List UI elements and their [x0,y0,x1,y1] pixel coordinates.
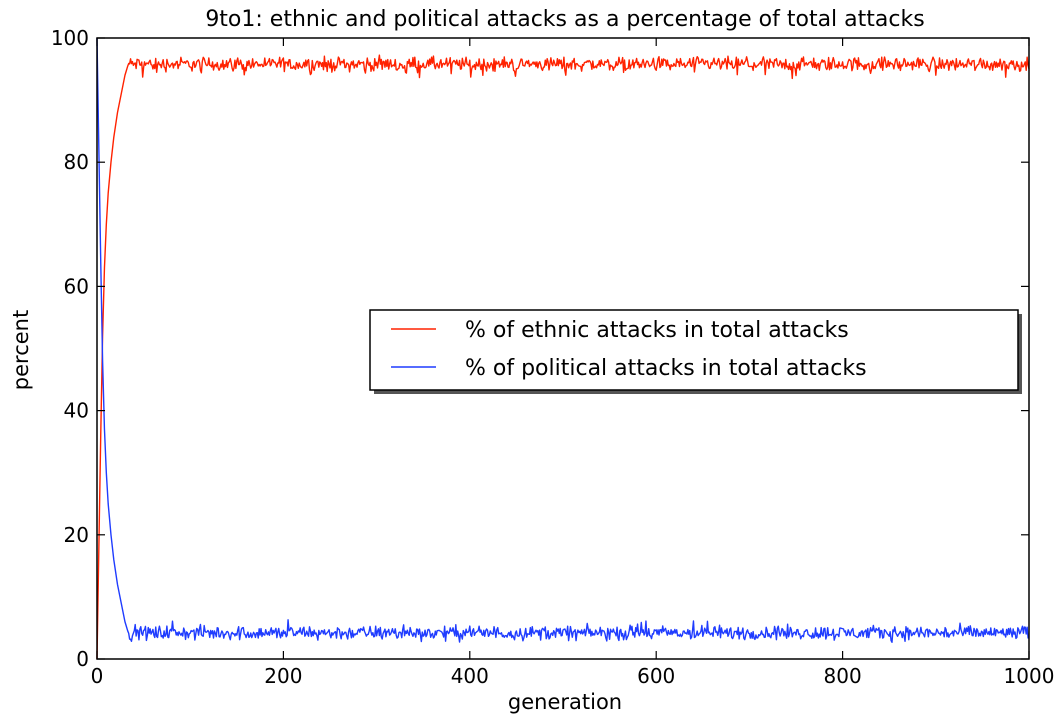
y-tick-label: 80 [64,150,89,174]
x-axis-label: generation [508,690,622,714]
x-tick-label: 800 [824,664,862,688]
y-tick-label: 20 [64,523,89,547]
legend-box [369,309,1019,391]
legend-label-ethnic: % of ethnic attacks in total attacks [465,318,849,343]
x-tick-label: 400 [451,664,489,688]
x-tick-label: 200 [264,664,302,688]
series-line-political [96,37,1030,643]
series-line-ethnic [96,54,1030,660]
legend-label-political: % of political attacks in total attacks [465,356,867,381]
x-tick-label: 0 [91,664,104,688]
x-tick-label: 600 [637,664,675,688]
plot-frame [96,37,1030,660]
y-tick-label: 60 [64,274,89,298]
series-layer [96,37,1030,660]
y-tick-label: 0 [76,647,89,671]
tick-layer: 0 200 400 600 800 1000 0 20 40 60 80 100 [51,26,1055,688]
y-axis-label: percent [9,310,33,390]
chart-title: 9to1: ethnic and political attacks as a … [205,7,924,32]
y-tick-label: 100 [51,26,89,50]
x-tick-label: 1000 [1004,664,1055,688]
legend: % of ethnic attacks in total attacks % o… [369,309,1022,394]
y-tick-label: 40 [64,399,89,423]
